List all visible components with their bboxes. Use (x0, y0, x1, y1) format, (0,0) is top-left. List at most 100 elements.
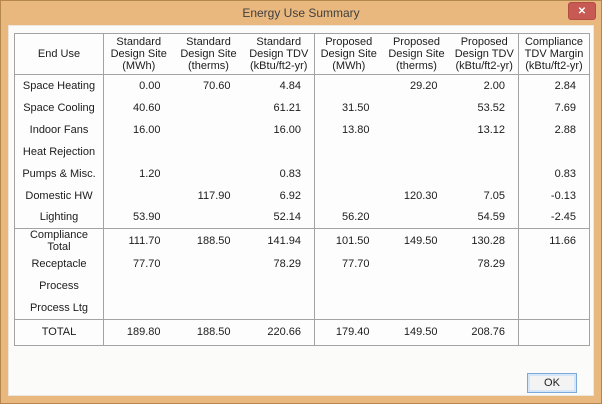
cell-value: 141.94 (243, 228, 315, 253)
titlebar[interactable]: Energy Use Summary ✕ (1, 1, 601, 25)
cell-value: 0.00 (139, 79, 161, 92)
cell-value: 6.92 (243, 184, 315, 207)
table-row: Space Heating 0.00 70.60 4.84 29.20 2.00 2.84 (14, 74, 590, 97)
row-label: Lighting (14, 206, 104, 229)
cell-value: 220.66 (243, 318, 315, 345)
table-row: Pumps & Misc. 1.20 0.83 0.83 (14, 162, 590, 185)
column-header: Standard Design TDV (kBtu/ft2-yr) (243, 33, 315, 75)
cell-value: 120.30 (403, 189, 438, 202)
close-button[interactable]: ✕ (568, 2, 596, 20)
row-label: TOTAL (14, 318, 104, 345)
cell-value (174, 141, 244, 163)
column-header: End Use (14, 33, 104, 75)
cell-value (383, 253, 451, 275)
cell-value: 149.50 (382, 228, 451, 253)
row-label: Space Cooling (14, 96, 104, 119)
cell-value: 77.70 (341, 258, 370, 270)
cell-value: 53.90 (132, 211, 161, 224)
cell-value (174, 207, 244, 229)
cell-value: 0.83 (554, 167, 576, 180)
row-label: Space Heating (14, 74, 104, 97)
column-header: Proposed Design Site (therms) (382, 33, 451, 75)
cell-value (383, 275, 451, 297)
cell-value: 111.70 (103, 228, 174, 253)
row-label: Pumps & Misc. (14, 162, 104, 185)
cell-value: 52.14 (243, 206, 315, 229)
cell-value: 179.40 (314, 318, 383, 345)
table-row: Process (14, 275, 590, 297)
cell-value: 78.29 (243, 253, 315, 275)
cell-value: 2.00 (450, 74, 519, 97)
cell-value (383, 207, 451, 229)
cell-value (450, 140, 519, 163)
table-row: Domestic HW 117.90 6.92 120.30 7.05 -0.13 (14, 184, 590, 207)
cell-value (383, 163, 451, 185)
cell-value (174, 253, 244, 275)
cell-value: 101.50 (314, 228, 383, 253)
table-row: TOTAL 189.80 188.50 220.66 179.40 149.50 208.7… (14, 318, 590, 345)
cell-value (243, 275, 315, 297)
cell-value (450, 297, 519, 319)
cell-value: 16.00 (132, 123, 161, 136)
column-header: Standard Design Site (therms) (173, 33, 244, 75)
cell-value: 2.88 (554, 123, 576, 136)
cell-value: 2.84 (554, 79, 576, 92)
table-row: Indoor Fans 16.00 16.00 13.80 13.12 2.88 (14, 118, 590, 141)
cell-value (450, 162, 519, 185)
cell-value (174, 163, 244, 185)
cell-value (315, 297, 383, 319)
cell-value (383, 97, 451, 119)
cell-value (104, 275, 174, 297)
cell-value: 61.21 (243, 96, 315, 119)
cell-value: 70.60 (202, 79, 231, 92)
cell-value: 31.50 (341, 101, 370, 114)
cell-value: 208.76 (450, 318, 519, 345)
cell-value: 1.20 (139, 167, 161, 180)
cell-value: 130.28 (450, 228, 519, 253)
cell-value: 7.05 (450, 184, 519, 207)
column-header: Proposed Design Site (MWh) (314, 33, 383, 75)
cell-value (174, 275, 244, 297)
row-label: Heat Rejection (14, 140, 104, 163)
table-row: Lighting 53.90 52.14 56.20 54.59 -2.45 (14, 206, 590, 229)
column-header: Compliance TDV Margin (kBtu/ft2-yr) (518, 33, 590, 75)
cell-value (383, 119, 451, 141)
cell-value (104, 185, 174, 207)
cell-value (174, 119, 244, 141)
row-label: Indoor Fans (14, 118, 104, 141)
cell-value (519, 297, 590, 319)
cell-value (315, 75, 383, 97)
cell-value (383, 141, 451, 163)
row-label: Process Ltg (14, 297, 104, 319)
cell-value: 13.12 (450, 118, 519, 141)
cell-value (518, 318, 590, 345)
header-row: End Use Standard Design Site (MWh) Standar… (14, 33, 590, 75)
cell-value (450, 275, 519, 297)
cell-value: 77.70 (132, 258, 161, 270)
cell-value: 16.00 (243, 118, 315, 141)
table-row: Receptacle 77.70 78.29 77.70 78.29 (14, 253, 590, 275)
table-row: Compliance Total 111.70 188.50 141.94 101.50… (14, 228, 590, 253)
cell-value: 54.59 (450, 206, 519, 229)
cell-value: 7.69 (554, 101, 576, 114)
table-row: Heat Rejection (14, 140, 590, 163)
table-row: Process Ltg (14, 297, 590, 319)
cell-value: 149.50 (382, 318, 451, 345)
cell-value (243, 140, 315, 163)
cell-value: 188.50 (173, 228, 244, 253)
column-header: Proposed Design TDV (kBtu/ft2-yr) (450, 33, 519, 75)
cell-value (315, 275, 383, 297)
energy-table: End Use Standard Design Site (MWh) Standar… (14, 33, 590, 346)
cell-value (519, 275, 590, 297)
dialog-content: End Use Standard Design Site (MWh) Standar… (8, 25, 594, 396)
table-header: End Use Standard Design Site (MWh) Standar… (14, 33, 590, 75)
ok-button[interactable]: OK (527, 373, 577, 393)
cell-value: 117.90 (197, 189, 231, 202)
cell-value (243, 297, 315, 319)
cell-value: -2.45 (550, 211, 576, 224)
cell-value (315, 141, 383, 163)
dialog-title: Energy Use Summary (242, 6, 360, 20)
cell-value: 188.50 (173, 318, 244, 345)
cell-value: 56.20 (341, 211, 370, 224)
